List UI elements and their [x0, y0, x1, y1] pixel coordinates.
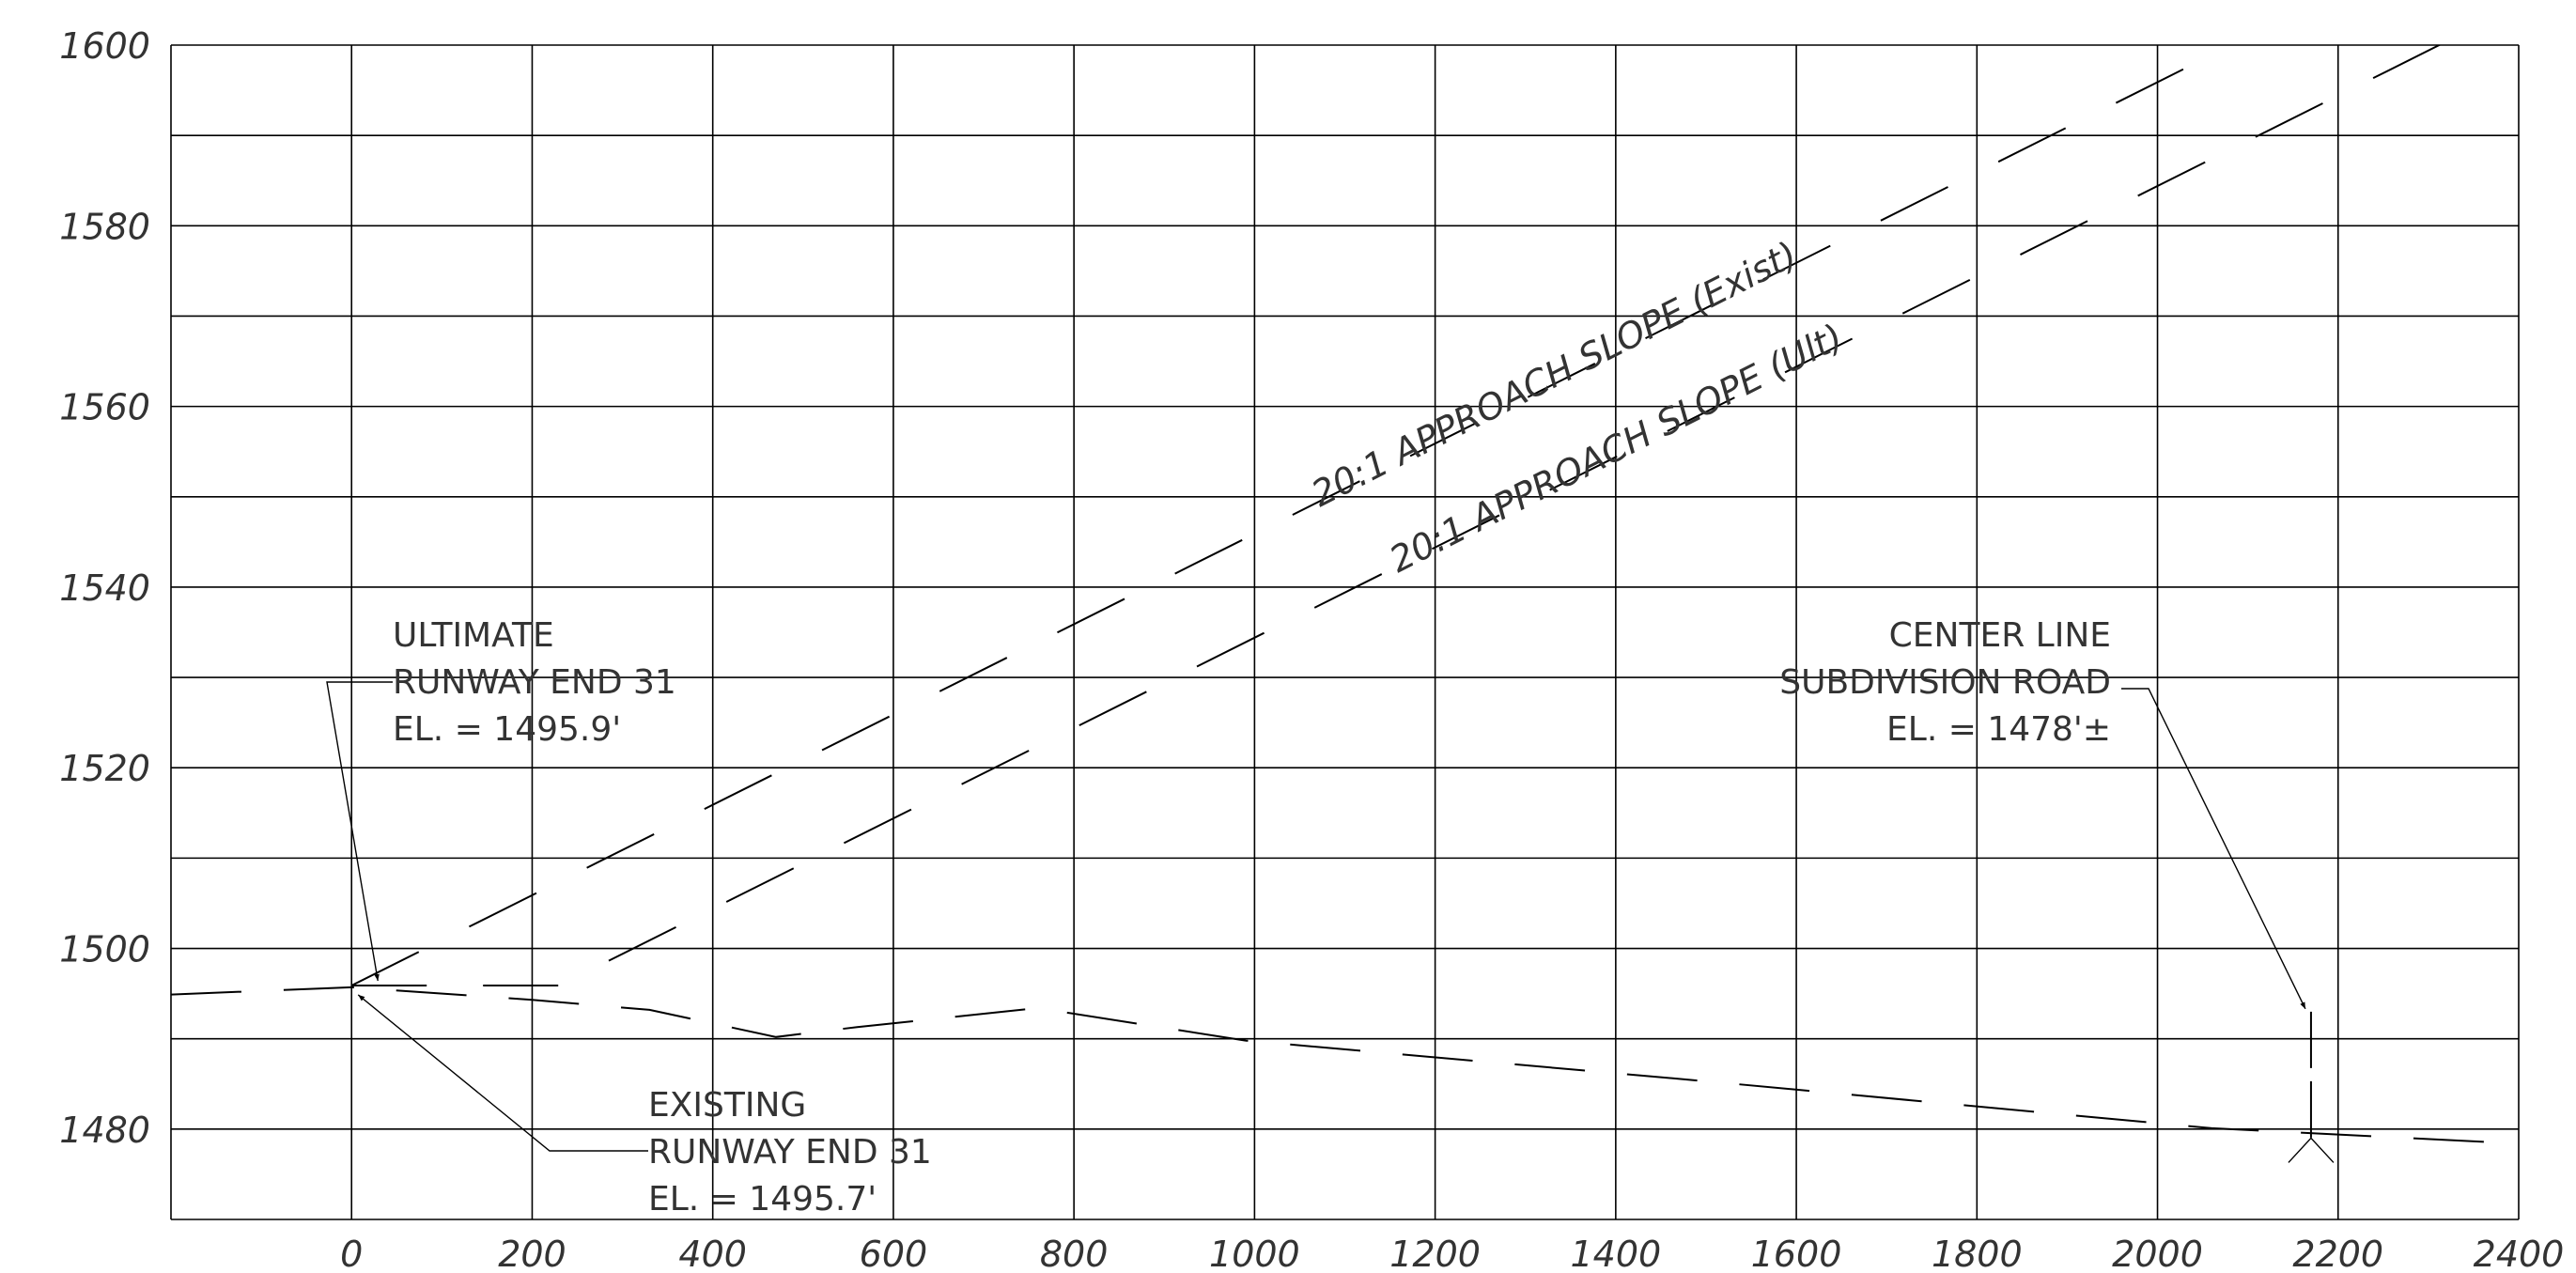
annotations: 20:1 APPROACH SLOPE (Exist)20:1 APPROACH…: [326, 234, 2306, 1219]
existing-runway-note-line: EXISTING: [648, 1086, 806, 1125]
axis-tick-labels: 0 200 400 600 800 1000 1200 1400 1600 1800 2000 220…: [59, 25, 2564, 1273]
x-tick-label: 1800: [1932, 1234, 2023, 1273]
x-tick-label: 200: [498, 1234, 566, 1273]
x-tick-label: 800: [1040, 1234, 1109, 1273]
existing-leader-arrow: [357, 994, 648, 1152]
y-tick-label: 1580: [59, 206, 150, 247]
centerline-road-note-line: EL. = 1478'±: [1886, 710, 2111, 749]
x-tick-label: 1600: [1751, 1234, 1842, 1273]
y-tick-label: 1500: [59, 929, 150, 970]
profile-lines: [171, 45, 2519, 1163]
x-tick-label: 0: [340, 1234, 363, 1273]
x-tick-label: 600: [860, 1234, 928, 1273]
road-marker-chevron: [2288, 1137, 2335, 1163]
x-tick-label: 1200: [1389, 1234, 1481, 1273]
existing-runway-note-line: RUNWAY END 31: [648, 1133, 932, 1172]
chart-grid: [170, 44, 2520, 1220]
existing-runway-note-line: EL. = 1495.7': [648, 1180, 877, 1219]
x-tick-label: 2400: [2474, 1234, 2565, 1273]
ultimate-runway-note-line: RUNWAY END 31: [393, 663, 676, 702]
centerline-road-note-line: SUBDIVISION ROAD: [1779, 663, 2111, 702]
existing-ground-line: [171, 986, 2519, 1145]
y-tick-label: 1540: [59, 567, 150, 609]
y-tick-label: 1480: [59, 1110, 150, 1151]
ultimate-runway-note-line: ULTIMATE: [393, 616, 554, 655]
y-tick-label: 1520: [59, 748, 150, 789]
x-tick-label: 1400: [1570, 1234, 1661, 1273]
x-tick-label: 2200: [2292, 1234, 2383, 1273]
ultimate-leader-arrow: [326, 681, 393, 982]
centerline-road-note-line: CENTER LINE: [1889, 616, 2111, 655]
x-tick-label: 2000: [2112, 1234, 2203, 1273]
y-tick-label: 1600: [59, 25, 150, 67]
x-tick-label: 400: [678, 1234, 747, 1273]
ultimate-runway-note-line: EL. = 1495.9': [393, 710, 621, 749]
approach-slope-ult-line: [351, 45, 2442, 986]
y-tick-label: 1560: [59, 387, 150, 428]
approach-slope-exist-line: [350, 45, 2234, 986]
x-tick-label: 1000: [1209, 1234, 1300, 1273]
centerline-leader-arrow: [2121, 688, 2306, 1010]
